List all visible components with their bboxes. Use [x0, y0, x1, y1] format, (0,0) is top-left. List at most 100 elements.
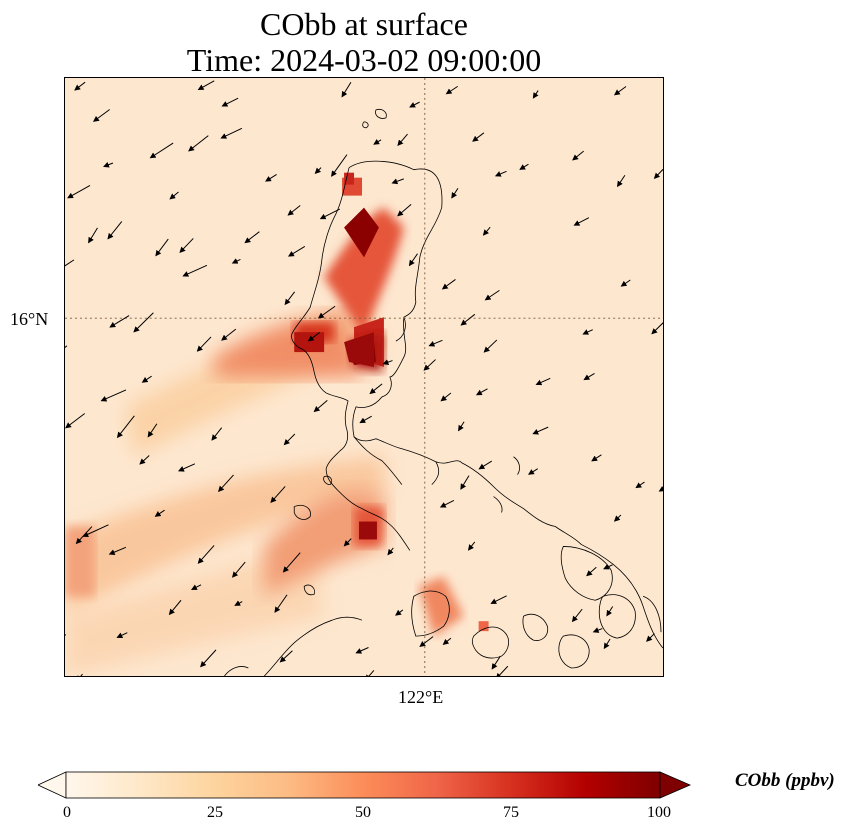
wind-arrow [635, 481, 645, 489]
wind-arrow [221, 328, 237, 341]
colorbar-gradient [65, 771, 661, 799]
wind-arrow [169, 191, 179, 200]
wind-arrow [270, 486, 286, 504]
wind-arrow [211, 427, 223, 441]
wind-arrow [592, 627, 603, 633]
wind-arrow [265, 174, 277, 182]
wind-arrow [382, 359, 393, 365]
wind-arrow [397, 133, 408, 147]
wind-arrow [490, 595, 507, 604]
wind-arrow [116, 415, 135, 439]
wind-arrow [583, 372, 595, 381]
wind-arrow [178, 463, 196, 472]
wind-arrow [154, 509, 165, 517]
wind-arrow [397, 203, 412, 217]
wind-arrow [307, 331, 321, 342]
wind-arrow [221, 97, 239, 107]
wind-arrow [200, 649, 217, 668]
wind-arrow [419, 636, 434, 647]
wind-arrow [279, 650, 293, 663]
wind-arrow [460, 475, 470, 490]
colorbar-extend-high [659, 771, 692, 799]
wind-arrow [445, 85, 458, 95]
colorbar-tick-100: 100 [647, 804, 671, 821]
wind-arrow [613, 514, 622, 522]
wind-arrow [483, 339, 498, 353]
wind-arrow [355, 647, 369, 654]
wind-arrow [319, 208, 341, 220]
wind-arrow [282, 552, 301, 573]
wind-arrow [586, 566, 597, 577]
wind-arrow [65, 259, 75, 267]
wind-arrow [460, 313, 476, 326]
wind-arrow [491, 655, 501, 670]
wind-arrow [231, 258, 241, 264]
wind-arrow [65, 413, 86, 429]
wind-arrow [519, 163, 529, 170]
wind-arrow [573, 217, 590, 226]
wind-arrow [103, 161, 114, 168]
wind-arrow [274, 594, 288, 613]
wind-arrow [65, 345, 68, 348]
wind-arrow [606, 606, 614, 617]
wind-arrow [182, 264, 208, 277]
wind-arrow [441, 279, 456, 290]
wind-arrow [603, 564, 613, 570]
wind-arrow [613, 86, 627, 96]
wind-vectors [65, 80, 663, 676]
colorbar-extend-low [38, 771, 67, 799]
wind-arrow [218, 474, 234, 493]
wind-arrow [220, 127, 243, 139]
wind-arrow [197, 80, 215, 91]
wind-arrow [147, 423, 158, 438]
map-panel [64, 77, 664, 677]
wind-arrow [475, 388, 488, 396]
wind-arrow [603, 638, 611, 650]
wind-arrow [395, 609, 404, 616]
latitude-tick-label: 16°N [10, 309, 49, 329]
wind-arrow [234, 600, 243, 606]
wind-arrow [93, 109, 110, 122]
wind-arrow [532, 90, 539, 99]
map-title-line1: CObb at surface [260, 6, 468, 42]
colorbar-label: CObb (ppbv) [735, 770, 835, 791]
wind-arrow [331, 154, 348, 177]
map-canvas [65, 78, 663, 676]
wind-arrow [535, 377, 551, 386]
wind-arrow [616, 174, 626, 188]
wind-arrow [582, 329, 593, 335]
wind-arrow [341, 82, 352, 98]
wind-arrow [484, 289, 500, 301]
colorbar-tick-0: 0 [63, 804, 71, 821]
wind-arrow [620, 279, 631, 287]
colorbar [38, 771, 692, 799]
coastline [224, 109, 663, 676]
wind-arrow [391, 178, 404, 185]
wind-arrow [440, 392, 452, 402]
wind-arrow [196, 336, 212, 352]
colorbar-tick-25: 25 [207, 804, 223, 821]
longitude-tick-label: 122°E [398, 687, 444, 707]
wind-arrow [109, 315, 130, 328]
wind-arrow [571, 608, 583, 623]
wind-arrow [653, 168, 663, 179]
wind-arrow [651, 322, 663, 335]
wind-arrow [387, 547, 394, 556]
wind-arrow [197, 545, 215, 564]
wind-arrow [373, 138, 382, 145]
wind-arrow [478, 460, 493, 470]
wind-arrow [168, 599, 182, 616]
wind-arrow [190, 584, 202, 590]
wind-arrow [188, 135, 209, 152]
wind-arrow [528, 468, 538, 475]
wind-arrow [409, 101, 420, 108]
wind-arrow [472, 132, 485, 142]
wind-arrow [100, 389, 127, 402]
map-title-time: Time: 2024-03-02 09:00:00 [186, 42, 542, 78]
wind-arrow [74, 81, 86, 91]
wind-arrow [116, 632, 128, 638]
wind-arrow [495, 665, 509, 676]
colorbar-tick-75: 75 [503, 804, 519, 821]
wind-arrow [139, 455, 150, 465]
wind-arrow [313, 399, 328, 413]
